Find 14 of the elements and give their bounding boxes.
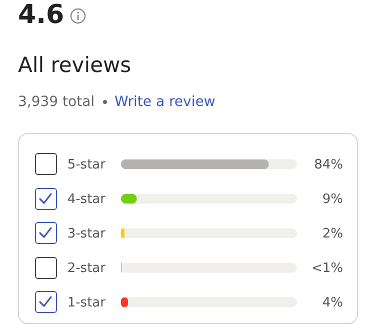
data-label: <1%	[311, 260, 343, 276]
chart-title: All reviews	[18, 53, 132, 77]
text: 4.6	[18, 0, 64, 30]
text: Write a review	[114, 94, 216, 110]
y-tick-label: 2-star	[67, 260, 106, 276]
data-label: 4%	[322, 295, 343, 310]
y-tick-label: 5-star	[67, 157, 106, 172]
y-tick-label: 3-star	[67, 226, 106, 242]
data-label: 2%	[322, 226, 343, 242]
y-tick-label: 1-star	[67, 295, 106, 310]
data-label: 9%	[322, 192, 343, 207]
y-tick-label: 4-star	[67, 192, 106, 207]
data-label: 84%	[314, 157, 343, 172]
chart-subtitle: 3,939 total	[18, 94, 95, 110]
